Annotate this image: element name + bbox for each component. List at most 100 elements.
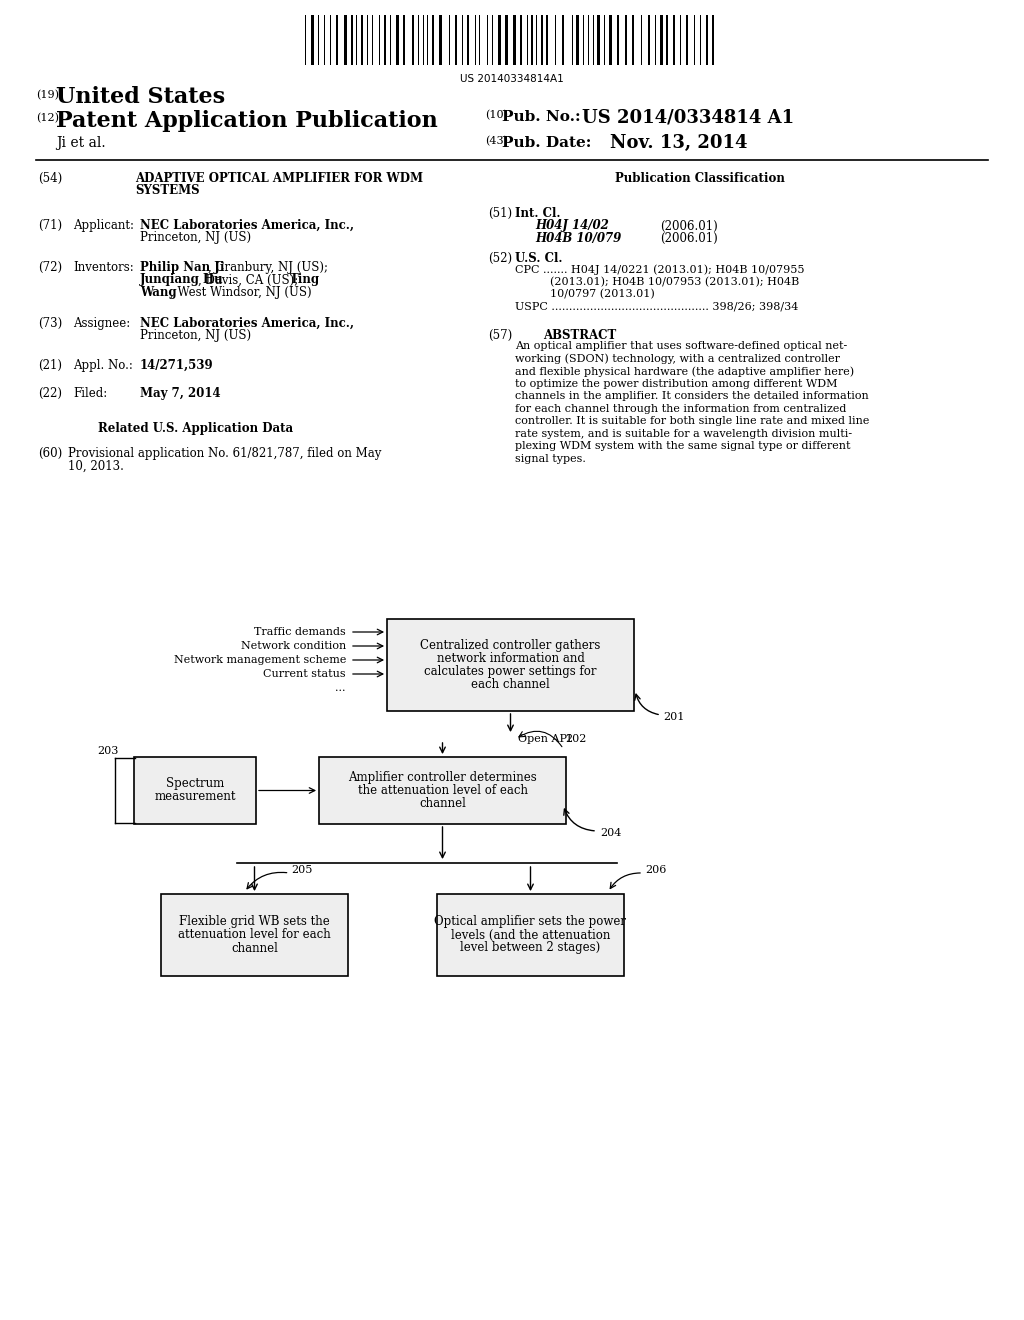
- Text: Flexible grid WB sets the: Flexible grid WB sets the: [179, 916, 330, 928]
- Text: to optimize the power distribution among different WDM: to optimize the power distribution among…: [515, 379, 838, 389]
- Text: 203: 203: [97, 746, 119, 756]
- Bar: [625, 15, 627, 65]
- Text: network information and: network information and: [436, 652, 585, 665]
- Text: Princeton, NJ (US): Princeton, NJ (US): [140, 231, 251, 244]
- Bar: [541, 15, 543, 65]
- Text: signal types.: signal types.: [515, 454, 586, 463]
- Bar: [660, 15, 663, 65]
- Text: 202: 202: [565, 734, 587, 744]
- FancyBboxPatch shape: [437, 894, 624, 975]
- Text: SYSTEMS: SYSTEMS: [135, 185, 200, 198]
- Text: NEC Laboratories America, Inc.,: NEC Laboratories America, Inc.,: [140, 219, 354, 232]
- Bar: [384, 15, 386, 65]
- Text: (19): (19): [36, 90, 59, 100]
- FancyBboxPatch shape: [387, 619, 634, 711]
- Bar: [648, 15, 650, 65]
- Text: Princeton, NJ (US): Princeton, NJ (US): [140, 330, 251, 342]
- Text: 201: 201: [663, 711, 684, 722]
- Text: Appl. No.:: Appl. No.:: [73, 359, 133, 372]
- Text: (2006.01): (2006.01): [660, 232, 718, 246]
- Bar: [575, 15, 579, 65]
- Text: (57): (57): [488, 329, 512, 342]
- Text: (73): (73): [38, 317, 62, 330]
- Text: ...: ...: [336, 682, 346, 693]
- Text: Inventors:: Inventors:: [73, 261, 134, 275]
- Text: (12): (12): [36, 114, 59, 123]
- Text: Optical amplifier sets the power: Optical amplifier sets the power: [434, 916, 627, 928]
- Text: Assignee:: Assignee:: [73, 317, 130, 330]
- Text: Applicant:: Applicant:: [73, 219, 134, 232]
- Text: United States: United States: [56, 86, 225, 108]
- Text: H04J 14/02: H04J 14/02: [535, 219, 608, 232]
- Text: (21): (21): [38, 359, 62, 372]
- Text: Ji et al.: Ji et al.: [56, 136, 105, 150]
- Text: (51): (51): [488, 207, 512, 220]
- Text: Int. Cl.: Int. Cl.: [515, 207, 560, 220]
- Bar: [597, 15, 600, 65]
- Bar: [546, 15, 548, 65]
- Bar: [344, 15, 347, 65]
- Text: Traffic demands: Traffic demands: [254, 627, 346, 638]
- Text: ABSTRACT: ABSTRACT: [544, 329, 616, 342]
- Text: 205: 205: [292, 865, 313, 875]
- Text: Network condition: Network condition: [241, 642, 346, 651]
- Text: Network management scheme: Network management scheme: [174, 655, 346, 665]
- Bar: [666, 15, 668, 65]
- Text: (43): (43): [485, 136, 508, 147]
- Text: (52): (52): [488, 252, 512, 265]
- Text: Wang: Wang: [140, 286, 176, 300]
- Text: Spectrum: Spectrum: [166, 777, 224, 791]
- Text: An optical amplifier that uses software-defined optical net-: An optical amplifier that uses software-…: [515, 342, 847, 351]
- Text: CPC ....... H04J 14/0221 (2013.01); H04B 10/07955: CPC ....... H04J 14/0221 (2013.01); H04B…: [515, 264, 805, 275]
- Text: (10): (10): [485, 110, 508, 120]
- Bar: [498, 15, 501, 65]
- Text: May 7, 2014: May 7, 2014: [140, 387, 220, 400]
- Text: channels in the amplifier. It considers the detailed information: channels in the amplifier. It considers …: [515, 391, 868, 401]
- Bar: [455, 15, 457, 65]
- Text: Nov. 13, 2014: Nov. 13, 2014: [610, 135, 748, 152]
- Text: Open API: Open API: [518, 734, 572, 744]
- Bar: [351, 15, 353, 65]
- Bar: [467, 15, 469, 65]
- Bar: [673, 15, 675, 65]
- Text: Current status: Current status: [263, 669, 346, 678]
- Bar: [706, 15, 708, 65]
- Text: US 20140334814A1: US 20140334814A1: [460, 74, 564, 84]
- Text: (2006.01): (2006.01): [660, 219, 718, 232]
- Bar: [686, 15, 688, 65]
- Bar: [432, 15, 434, 65]
- Text: and flexible physical hardware (the adaptive amplifier here): and flexible physical hardware (the adap…: [515, 366, 854, 378]
- Text: Related U.S. Application Data: Related U.S. Application Data: [98, 422, 293, 436]
- Text: 206: 206: [645, 865, 667, 875]
- Text: channel: channel: [419, 797, 466, 810]
- Text: , West Windsor, NJ (US): , West Windsor, NJ (US): [170, 286, 311, 300]
- Text: 10/0797 (2013.01): 10/0797 (2013.01): [550, 289, 654, 300]
- Text: controller. It is suitable for both single line rate and mixed line: controller. It is suitable for both sing…: [515, 416, 869, 426]
- Text: attenuation level for each: attenuation level for each: [178, 928, 331, 941]
- Text: for each channel through the information from centralized: for each channel through the information…: [515, 404, 847, 413]
- FancyBboxPatch shape: [134, 756, 256, 824]
- Text: Pub. No.:: Pub. No.:: [502, 110, 581, 124]
- Text: USPC ............................................. 398/26; 398/34: USPC ...................................…: [515, 302, 799, 312]
- Bar: [361, 15, 362, 65]
- Text: (72): (72): [38, 261, 62, 275]
- Text: levels (and the attenuation: levels (and the attenuation: [451, 928, 610, 941]
- Text: Publication Classification: Publication Classification: [615, 172, 784, 185]
- Text: (60): (60): [38, 447, 62, 461]
- Bar: [396, 15, 399, 65]
- Text: level between 2 stages): level between 2 stages): [461, 941, 601, 954]
- Text: NEC Laboratories America, Inc.,: NEC Laboratories America, Inc.,: [140, 317, 354, 330]
- Bar: [505, 15, 508, 65]
- Text: Patent Application Publication: Patent Application Publication: [56, 110, 437, 132]
- Text: (71): (71): [38, 219, 62, 232]
- Text: rate system, and is suitable for a wavelength division multi-: rate system, and is suitable for a wavel…: [515, 429, 852, 438]
- Text: (2013.01); H04B 10/07953 (2013.01); H04B: (2013.01); H04B 10/07953 (2013.01); H04B: [550, 277, 800, 288]
- Bar: [311, 15, 314, 65]
- Text: , Davis, CA (US);: , Davis, CA (US);: [198, 273, 302, 286]
- Text: , Cranbury, NJ (US);: , Cranbury, NJ (US);: [208, 261, 328, 275]
- Bar: [412, 15, 414, 65]
- Bar: [712, 15, 714, 65]
- Bar: [562, 15, 564, 65]
- Text: Pub. Date:: Pub. Date:: [502, 136, 592, 150]
- Text: 14/271,539: 14/271,539: [140, 359, 214, 372]
